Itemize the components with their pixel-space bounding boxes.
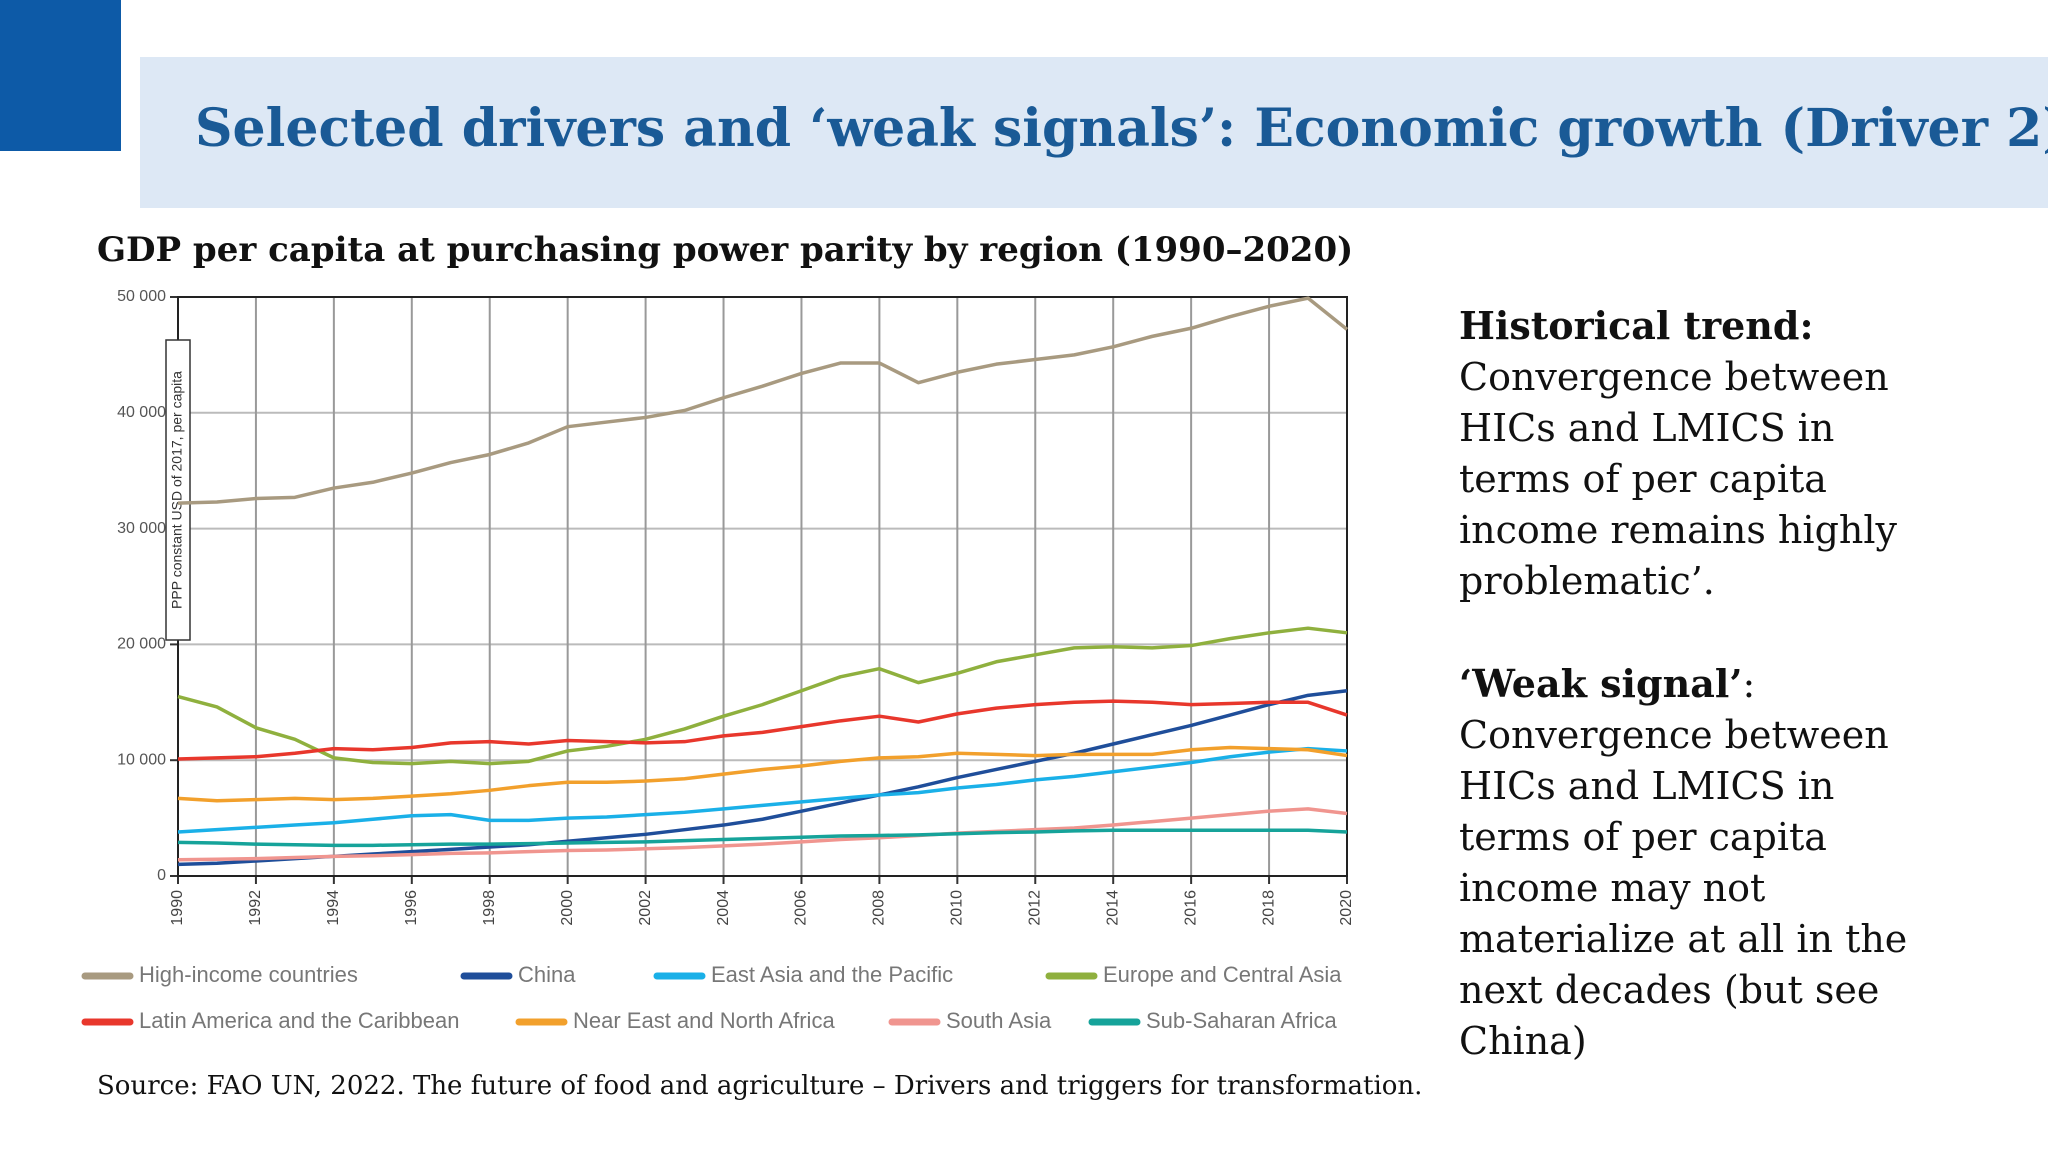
heading: ‘Weak signal’ (1459, 661, 1743, 706)
legend-label: Latin America and the Caribbean (139, 1008, 459, 1033)
side-text: Historical trend: Convergence between HIC… (1459, 300, 1939, 1118)
y-tick-label: 20 000 (117, 636, 166, 653)
x-tick-label: 2000 (559, 890, 576, 926)
series-line (177, 745, 1348, 803)
body: Convergence between HICs and LMICS in te… (1459, 713, 1908, 1063)
chart: 0 10 000 20 000 30 000 40 000 50 000 1990 1992 1… (81, 288, 1355, 1033)
x-tick-label: 2004 (715, 890, 732, 926)
x-tick-label: 2002 (637, 890, 654, 926)
y-tick-label: 0 (157, 867, 166, 884)
legend-label: Near East and North Africa (573, 1008, 835, 1033)
source: Source: FAO UN, 2022. The future of food… (97, 1071, 1423, 1101)
chart-title: GDP per capita at purchasing power parit… (97, 230, 1354, 270)
legend-label: Sub-Saharan Africa (1146, 1008, 1338, 1033)
x-tick-label: 1994 (325, 890, 342, 926)
series-line (177, 699, 1348, 761)
heading: Historical trend: (1459, 303, 1814, 348)
series-line (177, 626, 1348, 766)
y-tick-label: 30 000 (117, 520, 166, 537)
legend-label: High-income countries (139, 962, 358, 987)
legend-label: China (518, 962, 576, 987)
body: Convergence between HICs and LMICS in te… (1459, 355, 1897, 603)
legend-label: South Asia (946, 1008, 1052, 1033)
x-tick-label: 1998 (481, 890, 498, 926)
legend-label: East Asia and the Pacific (711, 962, 953, 987)
legend-label: Europe and Central Asia (1103, 962, 1342, 987)
series-line (177, 746, 1348, 834)
series-line (177, 807, 1348, 862)
x-tick-label: 2008 (871, 890, 888, 926)
x-tick-label: 2020 (1338, 890, 1355, 926)
y-tick-label: 40 000 (117, 404, 166, 421)
x-tick-label: 2012 (1026, 890, 1043, 926)
y-tick-label: 10 000 (117, 751, 166, 768)
x-tick-label: 1990 (169, 890, 186, 926)
x-tick-label: 2016 (1182, 890, 1199, 926)
x-tick-label: 2010 (949, 890, 966, 926)
x-tick-label: 1996 (403, 890, 420, 926)
x-tick-label: 2014 (1104, 890, 1121, 926)
series-line (177, 828, 1348, 848)
historical: Historical trend: Convergence between HIC… (1459, 300, 1939, 607)
y-tick-label: 50 000 (117, 288, 166, 305)
weak-signal: ‘Weak signal’: Convergence between HICs a… (1459, 658, 1939, 1067)
x-tick-label: 2018 (1260, 890, 1277, 926)
corner-block (0, 0, 121, 151)
header-band (140, 57, 2048, 208)
slide-title: Selected drivers and ‘weak signals’: Eco… (195, 98, 2048, 159)
series-line (177, 296, 1349, 505)
suffix: : (1742, 662, 1756, 706)
y-axis-label: PPP constant USD of 2017, per capita (169, 371, 185, 609)
x-tick-label: 2006 (793, 890, 810, 926)
plot-area (178, 297, 1347, 876)
x-tick-label: 1992 (247, 890, 264, 926)
y-label-box (165, 339, 191, 641)
